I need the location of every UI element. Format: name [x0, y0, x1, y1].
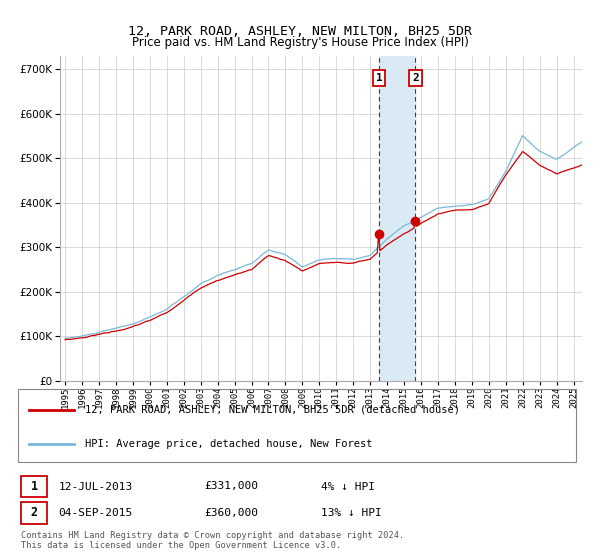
Text: Price paid vs. HM Land Registry's House Price Index (HPI): Price paid vs. HM Land Registry's House … [131, 36, 469, 49]
Text: 4% ↓ HPI: 4% ↓ HPI [320, 482, 374, 492]
Text: 1: 1 [376, 73, 383, 83]
Text: Contains HM Land Registry data © Crown copyright and database right 2024.
This d: Contains HM Land Registry data © Crown c… [21, 531, 404, 550]
Text: 04-SEP-2015: 04-SEP-2015 [59, 508, 133, 518]
Text: 12-JUL-2013: 12-JUL-2013 [59, 482, 133, 492]
Bar [21, 476, 47, 497]
Text: 13% ↓ HPI: 13% ↓ HPI [320, 508, 382, 518]
Text: £331,000: £331,000 [204, 482, 258, 492]
Text: HPI: Average price, detached house, New Forest: HPI: Average price, detached house, New … [85, 439, 373, 449]
Bar [21, 502, 47, 524]
Text: 12, PARK ROAD, ASHLEY, NEW MILTON, BH25 5DR: 12, PARK ROAD, ASHLEY, NEW MILTON, BH25 … [128, 25, 472, 38]
Bar [379, 56, 415, 381]
Text: £360,000: £360,000 [204, 508, 258, 518]
Text: 2: 2 [412, 73, 419, 83]
Text: 1: 1 [31, 480, 38, 493]
Text: 2: 2 [31, 506, 38, 520]
Text: 12, PARK ROAD, ASHLEY, NEW MILTON, BH25 5DR (detached house): 12, PARK ROAD, ASHLEY, NEW MILTON, BH25 … [85, 404, 460, 414]
